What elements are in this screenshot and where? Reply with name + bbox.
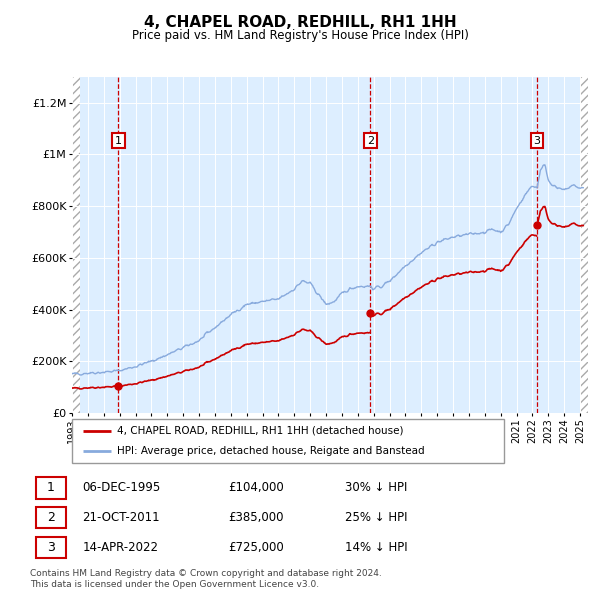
Bar bbox=[35, 477, 66, 499]
Text: 1: 1 bbox=[47, 481, 55, 494]
Text: Price paid vs. HM Land Registry's House Price Index (HPI): Price paid vs. HM Land Registry's House … bbox=[131, 30, 469, 42]
Text: HPI: Average price, detached house, Reigate and Banstead: HPI: Average price, detached house, Reig… bbox=[118, 446, 425, 456]
Text: £725,000: £725,000 bbox=[229, 541, 284, 554]
Text: 3: 3 bbox=[47, 541, 55, 554]
Text: 30% ↓ HPI: 30% ↓ HPI bbox=[344, 481, 407, 494]
Text: 21-OCT-2011: 21-OCT-2011 bbox=[82, 511, 160, 525]
Text: 4, CHAPEL ROAD, REDHILL, RH1 1HH: 4, CHAPEL ROAD, REDHILL, RH1 1HH bbox=[143, 15, 457, 30]
Text: Contains HM Land Registry data © Crown copyright and database right 2024.
This d: Contains HM Land Registry data © Crown c… bbox=[30, 569, 382, 589]
Text: 3: 3 bbox=[533, 136, 541, 146]
Text: £385,000: £385,000 bbox=[229, 511, 284, 525]
Bar bbox=[35, 507, 66, 529]
Text: 25% ↓ HPI: 25% ↓ HPI bbox=[344, 511, 407, 525]
Text: 1: 1 bbox=[115, 136, 122, 146]
Text: 14-APR-2022: 14-APR-2022 bbox=[82, 541, 158, 554]
Bar bbox=[35, 537, 66, 558]
Text: 06-DEC-1995: 06-DEC-1995 bbox=[82, 481, 161, 494]
Text: 14% ↓ HPI: 14% ↓ HPI bbox=[344, 541, 407, 554]
Text: 4, CHAPEL ROAD, REDHILL, RH1 1HH (detached house): 4, CHAPEL ROAD, REDHILL, RH1 1HH (detach… bbox=[118, 426, 404, 436]
Text: 2: 2 bbox=[367, 136, 374, 146]
Text: 2: 2 bbox=[47, 511, 55, 525]
Text: £104,000: £104,000 bbox=[229, 481, 284, 494]
